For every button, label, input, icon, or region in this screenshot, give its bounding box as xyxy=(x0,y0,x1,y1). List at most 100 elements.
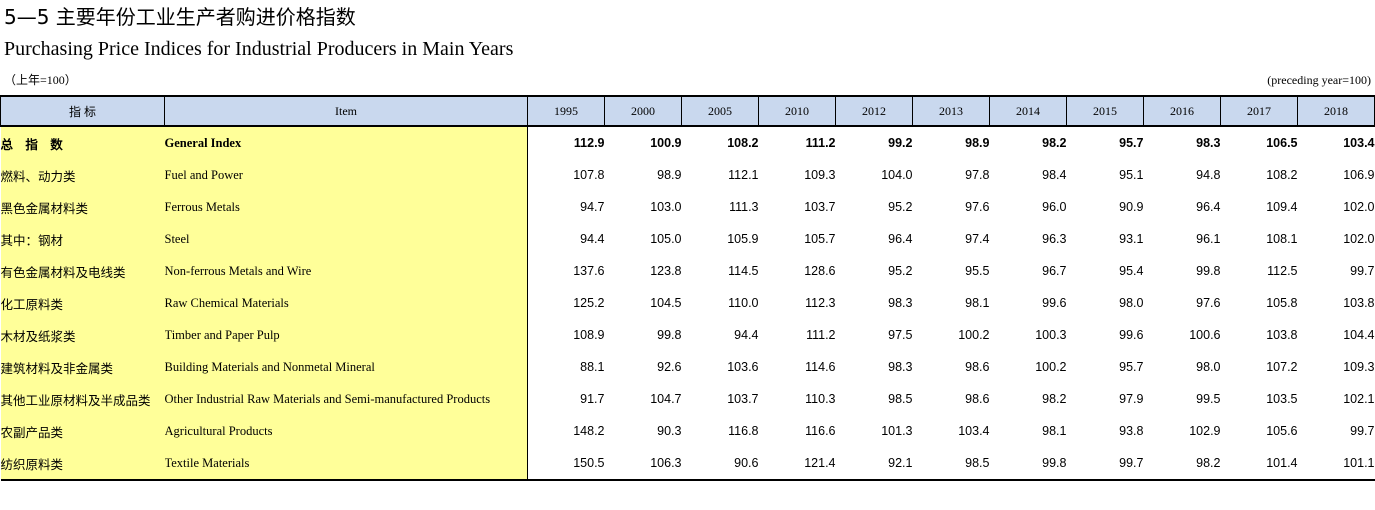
value-cell-2005: 111.3 xyxy=(729,200,759,214)
value-cell-2012: 101.3 xyxy=(881,424,913,438)
value-cell-2015: 95.7 xyxy=(1119,360,1144,374)
value-cell-2005: 103.6 xyxy=(727,360,759,374)
value-cell-2005: 114.5 xyxy=(728,264,759,278)
value-cell-2015: 99.6 xyxy=(1119,328,1144,342)
row-label-cn: 其中：钢材 xyxy=(0,223,165,255)
value-cell-2015: 93.8 xyxy=(1119,424,1144,438)
value-cell-1995: 112.9 xyxy=(573,136,605,150)
page-title-cn: 5—5 主要年份工业生产者购进价格指数 xyxy=(4,5,356,29)
row-label-en: Timber and Paper Pulp xyxy=(164,319,528,351)
value-cell-2016: 99.5 xyxy=(1196,392,1221,406)
value-cell-1995: 150.5 xyxy=(527,447,605,481)
value-cell-1995: 91.7 xyxy=(580,392,605,406)
value-cell-2012: 104.0 xyxy=(881,168,913,182)
value-cell-2000: 103.0 xyxy=(650,200,682,214)
row-label-en: Non-ferrous Metals and Wire xyxy=(164,255,528,287)
value-cell-2014: 98.2 xyxy=(1042,136,1067,150)
row-label-en: General Index xyxy=(164,126,528,159)
value-cell-2012: 97.5 xyxy=(888,328,913,342)
value-cell-2010: 105.7 xyxy=(804,232,836,246)
row-label-cn: 木材及纸浆类 xyxy=(0,319,165,351)
header-item: Item xyxy=(164,95,528,127)
value-cell-2014: 98.4 xyxy=(1042,168,1067,182)
value-cell-2016: 97.6 xyxy=(1196,296,1221,310)
table-body: 总 指 数 General Index 112.9 100.9 108.2 111.2 99… xyxy=(0,126,1375,481)
value-cell-1995: 94.7 xyxy=(580,200,605,214)
value-cell-2013: 97.8 xyxy=(965,168,990,182)
value-cell-2016: 98.3 xyxy=(1196,136,1221,150)
value-cell-2017: 107.2 xyxy=(1266,360,1298,374)
row-label-cn: 其他工业原材料及半成品类 xyxy=(0,383,165,415)
value-cell-2016: 99.8 xyxy=(1196,264,1221,278)
row-label-en: Agricultural Products xyxy=(164,415,528,447)
value-cell-2016: 100.6 xyxy=(1189,328,1221,342)
value-cell-2018: 99.7 xyxy=(1350,264,1375,278)
row-label-cn: 燃料、动力类 xyxy=(0,159,165,191)
value-cell-1995: 148.2 xyxy=(573,424,605,438)
value-cell-2015: 95.1 xyxy=(1119,168,1144,182)
value-cell-2000: 104.7 xyxy=(650,392,682,406)
value-cell-2016: 98.2 xyxy=(1143,447,1221,481)
row-label-cn: 化工原料类 xyxy=(0,287,165,319)
value-cell-2012: 98.5 xyxy=(888,392,913,406)
value-cell-2010: 112.3 xyxy=(805,296,836,310)
value-cell-2016: 98.0 xyxy=(1196,360,1221,374)
value-cell-2013: 98.6 xyxy=(965,392,990,406)
value-cell-2013: 100.2 xyxy=(958,328,990,342)
value-cell-2000: 123.8 xyxy=(650,264,682,278)
value-cell-2016: 96.4 xyxy=(1196,200,1221,214)
value-cell-2016: 94.8 xyxy=(1196,168,1221,182)
value-cell-2015: 95.7 xyxy=(1119,136,1144,150)
value-cell-2015: 97.9 xyxy=(1119,392,1144,406)
row-label-cn: 纺织原料类 xyxy=(0,447,165,481)
value-cell-2017: 112.5 xyxy=(1267,264,1298,278)
header-year-2010: 2010 xyxy=(758,95,836,127)
value-cell-2017: 105.8 xyxy=(1266,296,1298,310)
value-cell-2017: 103.5 xyxy=(1266,392,1298,406)
row-label-en: Raw Chemical Materials xyxy=(164,287,528,319)
row-label-en: Other Industrial Raw Materials and Semi-… xyxy=(164,383,528,415)
value-cell-2000: 90.3 xyxy=(657,424,682,438)
value-cell-2015: 93.1 xyxy=(1119,232,1144,246)
value-cell-2018: 102.0 xyxy=(1343,200,1375,214)
value-cell-2012: 95.2 xyxy=(888,200,913,214)
value-cell-2017: 106.5 xyxy=(1266,136,1298,150)
value-cell-2013: 97.4 xyxy=(965,232,990,246)
value-cell-2010: 111.2 xyxy=(806,328,836,342)
value-cell-2013: 103.4 xyxy=(958,424,990,438)
value-cell-2005: 110.0 xyxy=(728,296,759,310)
value-cell-2014: 99.8 xyxy=(989,447,1067,481)
value-cell-1995: 107.8 xyxy=(573,168,605,182)
table-row: 其中：钢材 Steel 94.4 105.0 105.9 105.7 96.4 97.4 96.… xyxy=(0,223,1375,255)
table-row: 化工原料类 Raw Chemical Materials 125.2 104.5 110… xyxy=(0,287,1375,319)
row-label-en: Steel xyxy=(164,223,528,255)
value-cell-2005: 90.6 xyxy=(681,447,759,481)
value-cell-2014: 96.3 xyxy=(1042,232,1067,246)
value-cell-2017: 103.8 xyxy=(1266,328,1298,342)
value-cell-2015: 98.0 xyxy=(1119,296,1144,310)
value-cell-2018: 109.3 xyxy=(1343,360,1375,374)
value-cell-2012: 98.3 xyxy=(888,360,913,374)
value-cell-2012: 98.3 xyxy=(888,296,913,310)
value-cell-2014: 100.2 xyxy=(1035,360,1067,374)
header-year-2005: 2005 xyxy=(681,95,759,127)
row-label-en: Fuel and Power xyxy=(164,159,528,191)
value-cell-2018: 101.1 xyxy=(1297,447,1375,481)
value-cell-2010: 116.6 xyxy=(805,424,836,438)
value-cell-2014: 96.0 xyxy=(1042,200,1067,214)
value-cell-2000: 99.8 xyxy=(657,328,682,342)
value-cell-2013: 98.6 xyxy=(965,360,990,374)
header-year-2013: 2013 xyxy=(912,95,990,127)
value-cell-2017: 108.1 xyxy=(1266,232,1298,246)
value-cell-2010: 111.2 xyxy=(805,136,836,150)
value-cell-2018: 102.0 xyxy=(1343,232,1375,246)
value-cell-2016: 102.9 xyxy=(1189,424,1221,438)
value-cell-2010: 121.4 xyxy=(758,447,836,481)
value-cell-2017: 109.4 xyxy=(1266,200,1298,214)
table-row: 其他工业原材料及半成品类 Other Industrial Raw Materia… xyxy=(0,383,1375,415)
value-cell-2016: 96.1 xyxy=(1196,232,1221,246)
value-cell-2013: 98.1 xyxy=(965,296,990,310)
value-cell-2015: 95.4 xyxy=(1119,264,1144,278)
header-year-1995: 1995 xyxy=(527,95,605,127)
value-cell-2000: 104.5 xyxy=(650,296,682,310)
